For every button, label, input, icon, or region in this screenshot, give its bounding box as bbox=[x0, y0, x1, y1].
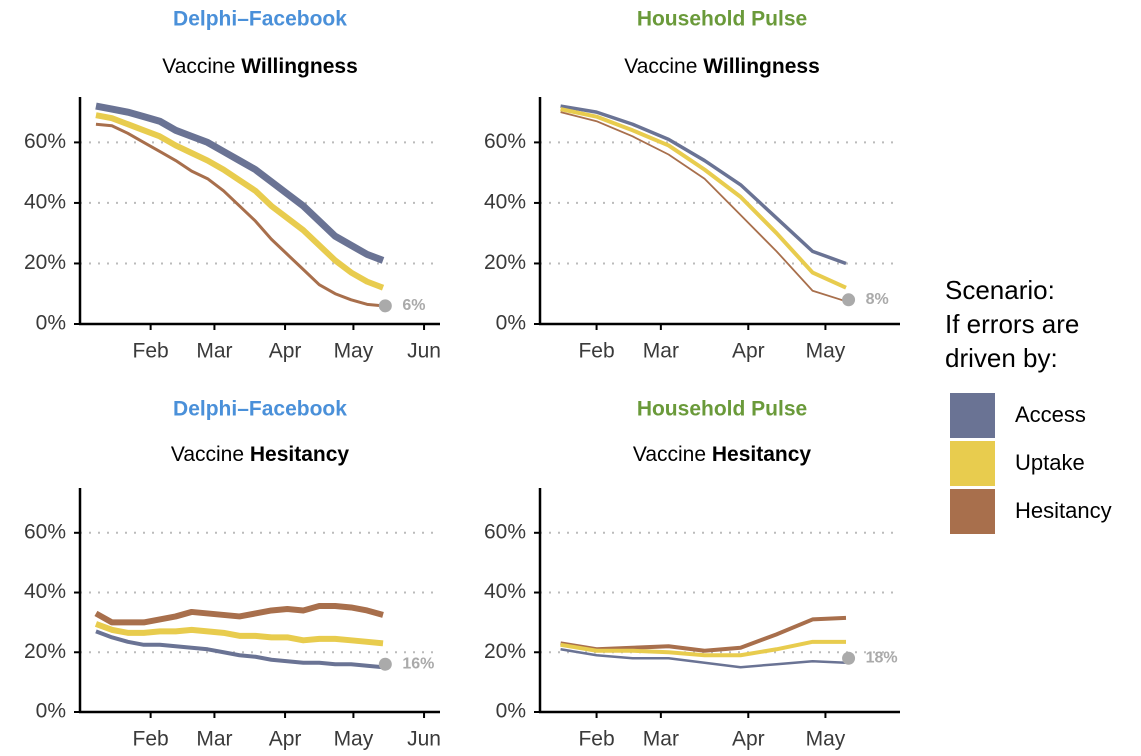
x-tick-label: Feb bbox=[578, 340, 614, 363]
series-line bbox=[95, 629, 384, 670]
end-point bbox=[842, 651, 856, 665]
x-tick-label: Apr bbox=[269, 728, 302, 751]
x-tick-label: Mar bbox=[196, 340, 232, 363]
legend-swatch bbox=[950, 489, 995, 534]
series-line bbox=[560, 104, 847, 266]
legend-swatch bbox=[950, 441, 995, 486]
end-point bbox=[378, 299, 392, 313]
y-tick-label: 0% bbox=[496, 700, 526, 723]
chart-title: Household Pulse bbox=[637, 8, 807, 31]
y-tick-label: 60% bbox=[24, 520, 66, 543]
chart-subtitle: Vaccine Hesitancy bbox=[171, 443, 350, 466]
end-label: 6% bbox=[402, 297, 425, 314]
x-tick-label: Feb bbox=[578, 728, 614, 751]
subtitle-text: Vaccine bbox=[624, 55, 697, 78]
x-tick-label: Mar bbox=[196, 728, 232, 751]
subtitle-bold: Hesitancy bbox=[712, 443, 812, 466]
subtitle-bold: Willingness bbox=[241, 55, 358, 78]
subtitle-text: Vaccine bbox=[162, 55, 235, 78]
y-tick-label: 60% bbox=[484, 520, 526, 543]
y-tick-label: 40% bbox=[484, 190, 526, 213]
x-tick-label: May bbox=[806, 340, 846, 363]
x-tick-label: May bbox=[334, 340, 374, 363]
end-point bbox=[378, 657, 392, 671]
y-tick-label: 40% bbox=[24, 190, 66, 213]
legend-swatch bbox=[950, 393, 995, 438]
series-line bbox=[560, 639, 846, 658]
chart-title: Delphi–Facebook bbox=[173, 8, 347, 31]
y-tick-label: 40% bbox=[484, 580, 526, 603]
subtitle-text: Vaccine bbox=[633, 443, 706, 466]
y-tick-label: 60% bbox=[484, 130, 526, 153]
end-label: 8% bbox=[866, 291, 889, 308]
x-tick-label: Jun bbox=[407, 340, 441, 363]
end-label: 18% bbox=[866, 649, 898, 666]
legend-title: Scenario: bbox=[945, 275, 1055, 305]
chart-title: Delphi–Facebook bbox=[173, 398, 347, 421]
y-tick-label: 0% bbox=[36, 700, 66, 723]
chart-subtitle: Vaccine Willingness bbox=[624, 55, 820, 78]
x-tick-label: Mar bbox=[643, 728, 679, 751]
y-tick-label: 20% bbox=[24, 640, 66, 663]
x-tick-label: May bbox=[806, 728, 846, 751]
series-line bbox=[95, 102, 385, 264]
x-tick-label: Apr bbox=[732, 340, 765, 363]
legend-label: Access bbox=[1015, 402, 1086, 427]
legend-label: Uptake bbox=[1015, 450, 1085, 475]
chart-title: Household Pulse bbox=[637, 398, 807, 421]
series-line bbox=[95, 112, 385, 291]
x-tick-label: Apr bbox=[269, 340, 302, 363]
y-tick-label: 40% bbox=[24, 580, 66, 603]
subtitle-bold: Hesitancy bbox=[250, 443, 350, 466]
series-line bbox=[560, 615, 847, 653]
x-tick-label: Feb bbox=[133, 340, 169, 363]
y-tick-label: 0% bbox=[496, 312, 526, 335]
series-line bbox=[560, 107, 847, 290]
series-line bbox=[94, 621, 384, 647]
y-tick-label: 60% bbox=[24, 130, 66, 153]
series-line bbox=[95, 122, 384, 308]
series-line bbox=[560, 111, 847, 303]
x-tick-label: Apr bbox=[732, 728, 765, 751]
y-tick-label: 0% bbox=[36, 312, 66, 335]
x-tick-label: Feb bbox=[133, 728, 169, 751]
chart-subtitle: Vaccine Hesitancy bbox=[633, 443, 812, 466]
x-tick-label: May bbox=[334, 728, 374, 751]
legend-title: driven by: bbox=[945, 343, 1058, 373]
end-point bbox=[842, 293, 856, 307]
chart-subtitle: Vaccine Willingness bbox=[162, 55, 358, 78]
y-tick-label: 20% bbox=[24, 251, 66, 274]
series-line bbox=[94, 602, 384, 626]
end-label: 16% bbox=[402, 655, 434, 672]
x-tick-label: Jun bbox=[407, 728, 441, 751]
subtitle-bold: Willingness bbox=[703, 55, 820, 78]
legend-label: Hesitancy bbox=[1015, 498, 1112, 523]
y-tick-label: 20% bbox=[484, 640, 526, 663]
subtitle-text: Vaccine bbox=[171, 443, 244, 466]
x-tick-label: Mar bbox=[643, 340, 679, 363]
legend-title: If errors are bbox=[945, 309, 1079, 339]
y-tick-label: 20% bbox=[484, 251, 526, 274]
series-line bbox=[560, 648, 847, 669]
